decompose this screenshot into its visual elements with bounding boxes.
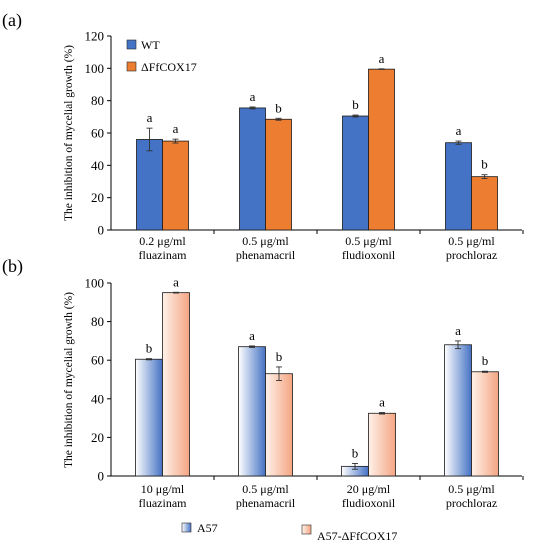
category-label-line1: 0.5 μg/ml <box>242 234 289 248</box>
bar-series2 <box>471 176 498 231</box>
y-axis-label-b: The inhibition of mycelial growth (%) <box>63 292 75 468</box>
category-label-line1: 0.5 μg/ml <box>448 482 495 496</box>
y-axis-label-a: The inhibition of mycelial growth (%) <box>63 45 75 221</box>
legend-swatch-mutant <box>126 61 137 72</box>
bar-series1 <box>444 344 472 477</box>
y-tick-label: 40 <box>91 158 104 173</box>
significance-label: b <box>275 100 282 115</box>
category-label-line2: fluazinam <box>139 496 188 510</box>
bar-series1 <box>135 358 163 477</box>
category-label-line2: prochloraz <box>446 496 497 510</box>
bar-series2 <box>162 140 189 231</box>
significance-label: b <box>481 157 488 172</box>
significance-label: b <box>276 349 283 364</box>
significance-label: a <box>173 274 179 289</box>
legend-b: A57 A57-ΔFfCOX17 <box>181 521 397 543</box>
bar-series2 <box>368 68 395 231</box>
legend-swatch-a57-mutant <box>301 524 312 535</box>
significance-label: b <box>482 353 489 368</box>
category-label-line1: 0.2 μg/ml <box>139 234 186 248</box>
category-label-line1: 0.5 μg/ml <box>242 482 289 496</box>
significance-label: b <box>146 341 153 356</box>
legend-label-mutant: ΔFfCOX17 <box>141 60 197 74</box>
panel-label-b: (b) <box>2 256 23 277</box>
significance-label: a <box>249 328 255 343</box>
y-tick-label: 80 <box>91 314 104 329</box>
significance-label: a <box>456 123 462 138</box>
bars-a: a a a b b a a b <box>136 51 498 231</box>
bar-series1 <box>238 346 266 477</box>
significance-label: a <box>379 51 385 66</box>
legend-a: WT ΔFfCOX17 <box>126 38 197 74</box>
category-label-line1: 20 μg/ml <box>347 482 391 496</box>
legend-label-wt: WT <box>141 38 160 52</box>
category-label-line1: 0.5 μg/ml <box>345 234 392 248</box>
y-tick-label: 20 <box>91 190 104 205</box>
y-tick-label: 100 <box>85 61 105 76</box>
bar-series1 <box>342 115 369 231</box>
category-label-line2: prochloraz <box>446 248 497 262</box>
y-tick-label: 40 <box>91 391 104 406</box>
category-label-line2: fluazinam <box>139 248 188 262</box>
category-label-line2: phenamacril <box>236 248 296 262</box>
significance-label: a <box>250 89 256 104</box>
legend-label-a57: A57 <box>197 521 218 535</box>
bar-series2 <box>162 292 190 477</box>
category-label-line2: phenamacril <box>236 496 296 510</box>
legend-swatch-wt <box>126 39 137 50</box>
category-label-line1: 0.5 μg/ml <box>448 234 495 248</box>
bar-series1 <box>136 139 163 231</box>
y-tick-label: 20 <box>91 430 104 445</box>
bar-series2 <box>265 373 293 477</box>
bar-series2 <box>471 371 499 477</box>
panel-label-a: (a) <box>2 10 22 31</box>
y-tick-label: 60 <box>91 126 104 141</box>
significance-label: a <box>147 110 153 125</box>
y-tick-label: 60 <box>91 353 104 368</box>
category-label-line2: fludioxonil <box>342 496 396 510</box>
y-tick-label: 100 <box>85 276 105 291</box>
significance-label: a <box>379 395 385 410</box>
significance-label: b <box>352 97 359 112</box>
significance-label: a <box>173 121 179 136</box>
significance-label: b <box>352 445 359 460</box>
bars-b: b a a b b a a b <box>135 274 499 477</box>
y-tick-label: 80 <box>91 93 104 108</box>
bar-series2 <box>368 412 396 477</box>
significance-label: a <box>455 323 461 338</box>
y-tick-label: 0 <box>98 223 105 238</box>
bar-series2 <box>265 118 292 231</box>
bar-series1 <box>445 142 472 231</box>
chart-panel-a: (a) The inhibition of mycelial growth (%… <box>2 10 524 262</box>
y-tick-label: 120 <box>85 29 105 44</box>
category-label-line1: 10 μg/ml <box>141 482 185 496</box>
y-tick-label: 0 <box>98 469 105 484</box>
category-label-line2: fludioxonil <box>342 248 396 262</box>
chart-panel-b: (b) The inhibition of mycelial growth (%… <box>2 256 524 543</box>
bar-series1 <box>239 107 266 231</box>
legend-swatch-a57 <box>181 522 192 533</box>
legend-label-a57-mutant: A57-ΔFfCOX17 <box>317 529 397 543</box>
